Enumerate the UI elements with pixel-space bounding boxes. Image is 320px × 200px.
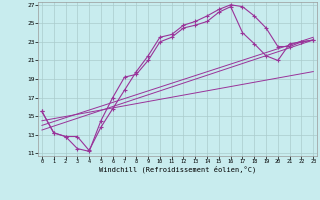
X-axis label: Windchill (Refroidissement éolien,°C): Windchill (Refroidissement éolien,°C) [99, 166, 256, 173]
